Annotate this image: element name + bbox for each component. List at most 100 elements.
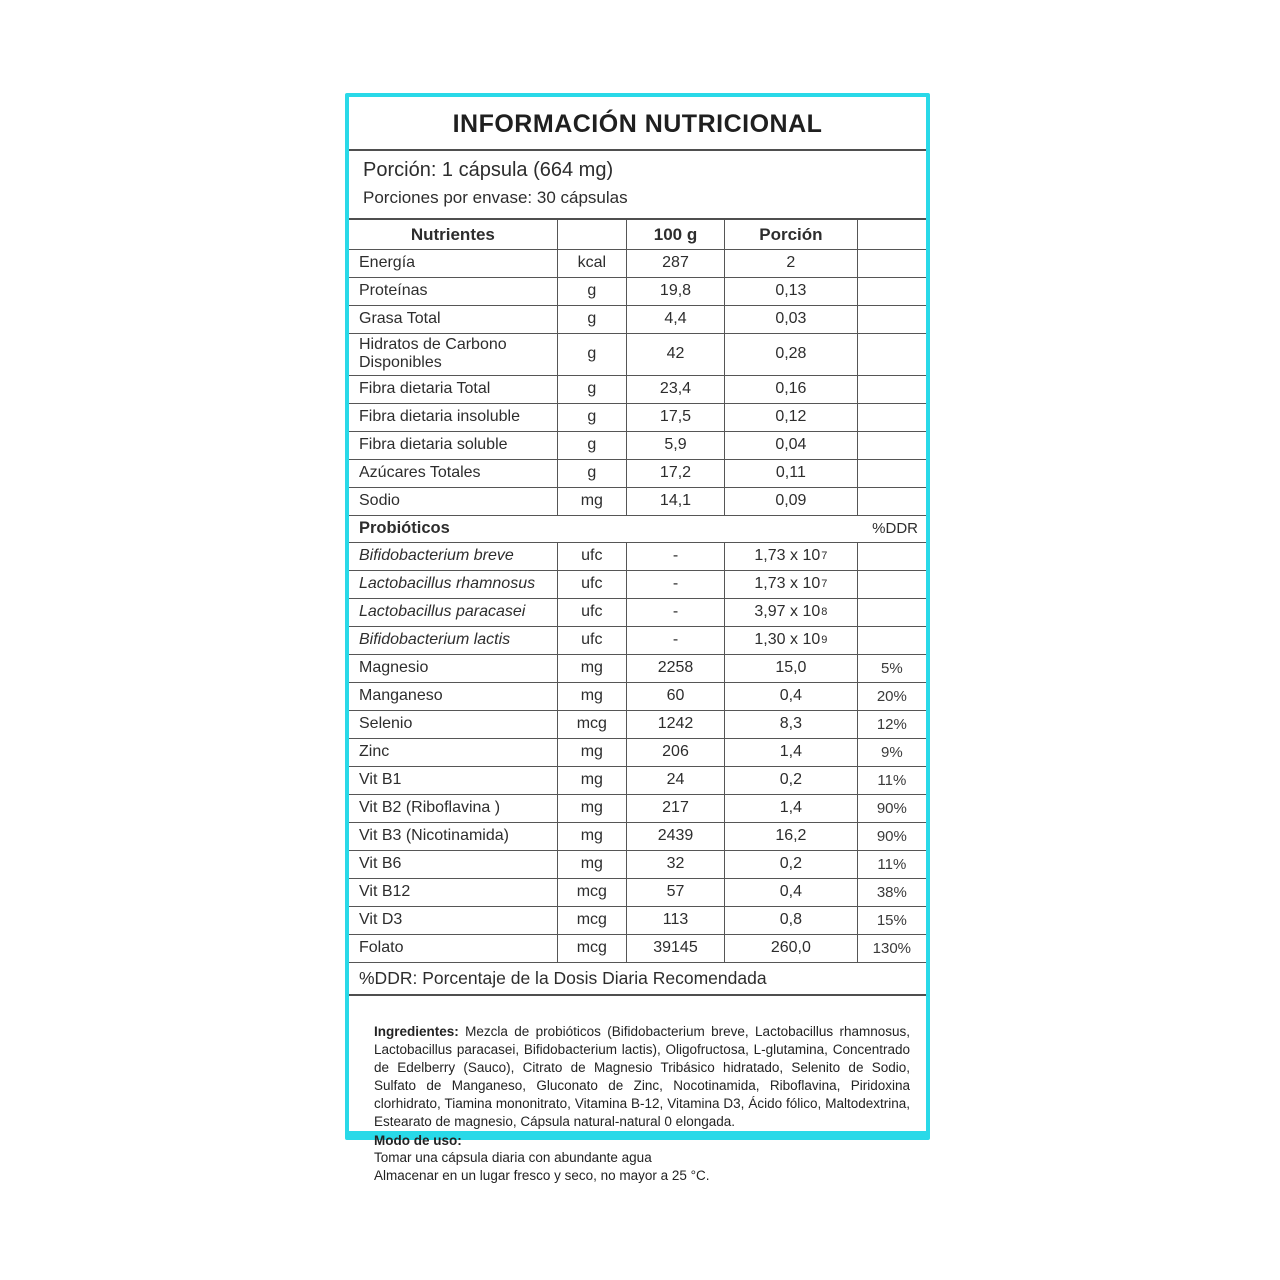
nutrient-ddr-cell: 9% xyxy=(856,738,926,766)
nutrient-name-cell: Sodio xyxy=(359,492,400,510)
nutrient-ddr-cell: 90% xyxy=(856,822,926,850)
nutrient-row: Vit B6 mg 32 0,2 11% xyxy=(349,850,926,879)
nutrient-row: Folato mcg 39145 260,0 130% xyxy=(349,934,926,963)
nutrient-unit-cell: g xyxy=(556,375,626,403)
usage-label: Modo de uso: xyxy=(374,1132,462,1148)
nutrient-unit-cell: ufc xyxy=(556,570,626,598)
nutrient-ddr-cell xyxy=(856,334,926,375)
nutrient-porcion-cell: 0,4 xyxy=(724,682,857,710)
nutrient-porcion-cell: 1,4 xyxy=(724,738,857,766)
nutrition-label: INFORMACIÓN NUTRICIONAL Porción: 1 cápsu… xyxy=(345,93,930,1183)
nutrient-unit-cell: mg xyxy=(556,794,626,822)
nutrient-name-cell: Vit B12 xyxy=(359,883,411,901)
nutrient-porcion-cell: 0,13 xyxy=(724,278,857,305)
nutrient-name-cell: Zinc xyxy=(359,743,390,761)
nutrient-porcion-cell: 2 xyxy=(724,250,857,277)
nutrient-name-cell: Azúcares Totales xyxy=(359,464,481,482)
nutrient-ddr-cell xyxy=(856,403,926,431)
nutrient-unit-cell: mg xyxy=(556,487,626,515)
nutrient-ddr-cell: 11% xyxy=(856,850,926,878)
nutrient-ddr-cell xyxy=(856,459,926,487)
nutrient-unit-cell: mg xyxy=(556,654,626,682)
label-header: INFORMACIÓN NUTRICIONAL xyxy=(349,97,926,151)
nutrient-unit-cell: ufc xyxy=(556,542,626,570)
nutrient-unit-cell: g xyxy=(556,306,626,333)
nutrient-per100-cell: 2439 xyxy=(625,822,724,850)
nutrient-per100-cell: - xyxy=(625,598,724,626)
nutrient-row: Vit B2 (Riboflavina ) mg 217 1,4 90% xyxy=(349,794,926,823)
nutrient-unit-cell: g xyxy=(556,403,626,431)
nutrient-unit-cell: g xyxy=(556,459,626,487)
nutrient-name-cell: Vit B6 xyxy=(359,855,402,873)
nutrient-row: Vit B12 mcg 57 0,4 38% xyxy=(349,878,926,907)
nutrient-name-cell: Folato xyxy=(359,939,404,957)
nutrient-porcion-cell: 0,12 xyxy=(724,403,857,431)
nutrient-row: Lactobacillus paracasei ufc -3,97 x 10 8 xyxy=(349,598,926,627)
nutrient-ddr-cell xyxy=(856,542,926,570)
nutrient-row: Zinc mg 206 1,4 9% xyxy=(349,738,926,767)
nutrient-porcion-cell: 0,03 xyxy=(724,306,857,333)
nutrient-row: Manganeso mg 60 0,4 20% xyxy=(349,682,926,711)
nutrient-per100-cell: - xyxy=(625,626,724,654)
nutrient-row: Bifidobacterium breve ufc -1,73 x 10 7 xyxy=(349,542,926,571)
nutrient-unit-cell: kcal xyxy=(556,250,626,277)
nutrient-row: Energía kcal 287 2 xyxy=(349,250,926,278)
nutrient-ddr-cell xyxy=(856,487,926,515)
nutrient-unit-cell: g xyxy=(556,334,626,375)
nutrient-porcion-cell: 0,11 xyxy=(724,459,857,487)
servings-per-container: Porciones por envase: 30 cápsulas xyxy=(363,188,628,207)
nutrient-name-cell: Vit B3 (Nicotinamida) xyxy=(359,827,509,845)
nutrient-per100-cell: 24 xyxy=(625,766,724,794)
page-title: INFORMACIÓN NUTRICIONAL xyxy=(452,110,823,138)
nutrient-porcion-cell: 0,4 xyxy=(724,878,857,906)
nutrient-per100-cell: 2258 xyxy=(625,654,724,682)
nutrient-row: Grasa Total g 4,4 0,03 xyxy=(349,306,926,334)
nutrient-row: Bifidobacterium lactis ufc -1,30 x 10 9 xyxy=(349,626,926,655)
nutrient-name-cell: Fibra dietaria insoluble xyxy=(359,408,520,426)
serving-info: Porción: 1 cápsula (664 mg) Porciones po… xyxy=(349,151,926,220)
header-porcion: Porción xyxy=(724,220,857,249)
header-per100: 100 g xyxy=(625,220,724,249)
nutrient-per100-cell: 14,1 xyxy=(625,487,724,515)
nutrient-per100-cell: 32 xyxy=(625,850,724,878)
nutrient-porcion-cell: 1,4 xyxy=(724,794,857,822)
nutrient-ddr-cell: 11% xyxy=(856,766,926,794)
nutrient-porcion-cell: 16,2 xyxy=(724,822,857,850)
nutrient-unit-cell: mg xyxy=(556,738,626,766)
nutrient-porcion-cell: 0,09 xyxy=(724,487,857,515)
nutrient-porcion-cell: 3,97 x 10 8 xyxy=(724,598,857,626)
header-ddr xyxy=(856,220,926,249)
nutrient-name-cell: Bifidobacterium breve xyxy=(359,547,514,565)
serving-size: Porción: 1 cápsula (664 mg) xyxy=(363,159,614,181)
nutrient-per100-cell: 4,4 xyxy=(625,306,724,333)
nutrient-row: Vit D3 mcg 113 0,8 15% xyxy=(349,906,926,935)
nutrient-row: Fibra dietaria insoluble g 17,5 0,12 xyxy=(349,403,926,432)
nutrient-name-cell: Bifidobacterium lactis xyxy=(359,631,511,649)
nutrient-porcion-cell: 0,8 xyxy=(724,906,857,934)
nutrient-porcion-cell: 1,30 x 10 9 xyxy=(724,626,857,654)
nutrient-ddr-cell: 5% xyxy=(856,654,926,682)
nutrient-row: Fibra dietaria Total g 23,4 0,16 xyxy=(349,375,926,404)
nutrient-ddr-cell xyxy=(856,278,926,305)
nutrient-per100-cell: - xyxy=(625,570,724,598)
nutrient-row: Fibra dietaria soluble g 5,9 0,04 xyxy=(349,431,926,460)
nutrient-unit-cell: g xyxy=(556,431,626,459)
nutrient-ddr-cell: 130% xyxy=(856,934,926,962)
nutrient-name-cell: Fibra dietaria Total xyxy=(359,380,491,398)
nutrient-per100-cell: 42 xyxy=(625,334,724,375)
nutrient-unit-cell: mcg xyxy=(556,878,626,906)
nutrient-per100-cell: 57 xyxy=(625,878,724,906)
nutrient-name-cell: Lactobacillus paracasei xyxy=(359,603,526,621)
nutrient-row: Lactobacillus rhamnosus ufc -1,73 x 10 7 xyxy=(349,570,926,599)
nutrient-ddr-cell: 20% xyxy=(856,682,926,710)
nutrient-porcion-cell: 1,73 x 10 7 xyxy=(724,542,857,570)
label-footer: Ingredientes: Mezcla de probióticos (Bif… xyxy=(349,996,926,1186)
nutrient-name-cell: Vit B1 xyxy=(359,771,402,789)
usage-line-1: Tomar una cápsula diaria con abundante a… xyxy=(374,1150,652,1166)
nutrient-name-cell: Fibra dietaria soluble xyxy=(359,436,508,454)
nutrient-per100-cell: 23,4 xyxy=(625,375,724,403)
nutrient-ddr-cell: 90% xyxy=(856,794,926,822)
nutrient-row: Selenio mcg 1242 8,3 12% xyxy=(349,710,926,739)
header-nutrientes: Nutrientes xyxy=(410,224,495,244)
nutrient-unit-cell: mg xyxy=(556,682,626,710)
